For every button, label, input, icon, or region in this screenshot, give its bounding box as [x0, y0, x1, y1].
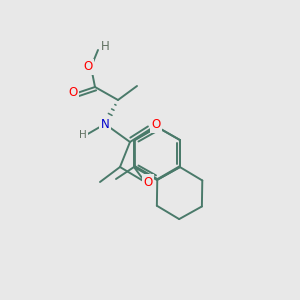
- Text: O: O: [143, 176, 153, 188]
- Text: O: O: [83, 61, 93, 74]
- Text: H: H: [79, 130, 87, 140]
- Text: O: O: [68, 86, 78, 100]
- Text: H: H: [101, 40, 110, 53]
- Text: O: O: [152, 118, 160, 131]
- Text: N: N: [100, 118, 109, 130]
